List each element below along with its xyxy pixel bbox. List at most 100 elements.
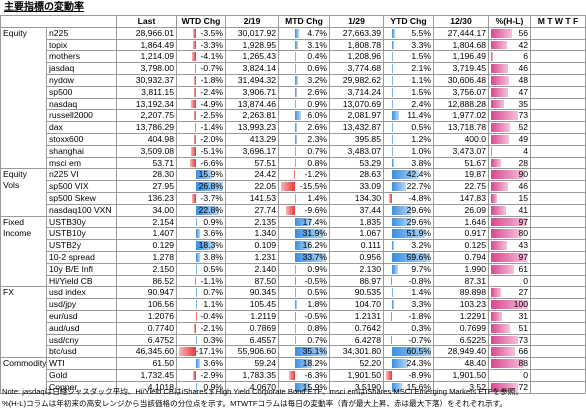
range-cell: 46 [488,62,531,75]
daily-spark [530,298,586,311]
value-cell: 13,993.23 [225,121,279,134]
value-cell: 46,345.60 [116,345,177,359]
range-cell: 97 [488,215,531,229]
value-cell: 0.7740 [116,321,177,335]
value-cell: 3,824.14 [225,62,279,75]
range-label: 42 [518,39,528,50]
range-cell: 73 [488,333,531,347]
cell-box: 3.6% [179,359,223,369]
cell-box: 100 [491,300,528,310]
value-cell: 30,606.48 [433,73,489,87]
cell-box: 35 [491,99,528,109]
change-cell: 0.7% [176,286,226,300]
value-cell: 0.794 [433,250,489,264]
cell-box: 18.3% [179,241,223,251]
change-bar [391,134,393,144]
change-bar [391,64,394,73]
value-cell: 1.278 [116,250,177,264]
change-label: 16.2% [302,240,327,251]
range-cell: 47 [488,85,531,99]
value-cell: 13,786.29 [116,121,177,134]
change-cell: -0.7% [383,333,434,347]
change-bar [194,75,197,85]
daily-spark [530,286,586,300]
change-bar [194,323,197,333]
row-name: Hi/Yield CB [46,274,117,288]
cell-box: 35.1% [281,347,327,357]
change-cell: -4.1% [176,50,226,64]
change-label: -2.5% [200,110,223,121]
value-cell: 1.2131 [329,309,384,323]
value-cell: 2.130 [329,262,384,276]
range-bar [491,52,494,62]
range-bar [491,40,507,50]
change-label: 0.5% [307,287,327,298]
cell-box: 1.4% [386,288,431,298]
cell-box: -2.5% [179,110,223,121]
value-cell: 0.7642 [329,321,384,335]
change-label: 1.0% [411,145,431,156]
change-bar [295,75,298,85]
change-bar [295,123,298,132]
change-cell: 0.5% [176,262,226,276]
data-row: sp500 Skew 136.23 -3.7% 141.53 1.4% 134.30 -4.… [1,191,586,205]
cell-box: -3.3% [179,39,223,50]
change-cell: 22.8% [176,203,226,217]
value-cell: 51.67 [433,156,489,170]
change-bar [391,52,393,62]
cell-box: -0.5% [281,276,327,286]
cell-box: 0 [491,276,528,286]
change-bar [196,170,213,180]
change-bar [295,99,296,109]
data-row: shanghai 3,509.08 -5.1% 3,696.17 0.7% 3,483.0… [1,144,586,158]
change-cell: -17.1% [176,345,226,359]
change-bar [294,170,296,180]
change-cell: 33.7% [278,250,330,264]
daily-spark [530,368,586,382]
value-cell: 1,804.68 [433,38,489,52]
title: 主要指標の変動率 [4,2,84,13]
change-cell: 3.3% [383,38,434,52]
cell-box: -0.7% [386,334,431,345]
cell-box: 1.1% [386,75,431,85]
cell-box: 3.8% [386,158,431,168]
range-cell: 0 [488,368,531,382]
value-cell: 2.154 [116,215,177,229]
cell-box: -9.6% [281,205,327,215]
cell-box: -3.7% [179,193,223,203]
daily-spark [530,168,586,182]
cell-box: 48 [491,75,528,85]
change-label: 0.4% [307,51,327,62]
value-cell: 90.345 [225,286,279,300]
value-cell: 1,265.43 [225,50,279,64]
change-label: -4.9% [200,98,223,109]
row-name: nasdaq [46,97,117,111]
value-cell: 13,874.46 [225,97,279,111]
change-label: -3.3% [200,39,223,50]
change-label: 4.7% [307,27,327,38]
change-label: -0.7% [408,334,431,345]
change-bar [295,64,296,73]
cell-box: 0.7% [281,146,327,156]
change-label: 1.1% [203,299,223,310]
change-cell: -2.4% [176,85,226,99]
cell-box: 33.7% [281,252,327,262]
range-label: 51 [518,322,528,333]
value-cell: 13,432.87 [329,121,384,134]
range-bar [491,64,509,73]
change-label: -1.1% [200,275,223,286]
range-bar [491,323,510,333]
value-cell: 29,982.62 [329,73,384,87]
row-name: sp500 [46,85,117,99]
cell-box: 3.6% [179,229,223,239]
change-cell: 0.3% [176,333,226,347]
cell-box: 15 [491,193,528,203]
change-cell: 3.6% [176,227,226,241]
change-cell: -2.1% [176,321,226,335]
change-cell: 1.5% [383,50,434,64]
change-cell: 3.2% [383,239,434,252]
range-bar [491,146,493,156]
data-row: russell2000 2,207.75 -2.5% 2,263.81 6.0% 2,08… [1,109,586,123]
change-bar [391,87,393,97]
change-label: 0.9% [307,98,327,109]
